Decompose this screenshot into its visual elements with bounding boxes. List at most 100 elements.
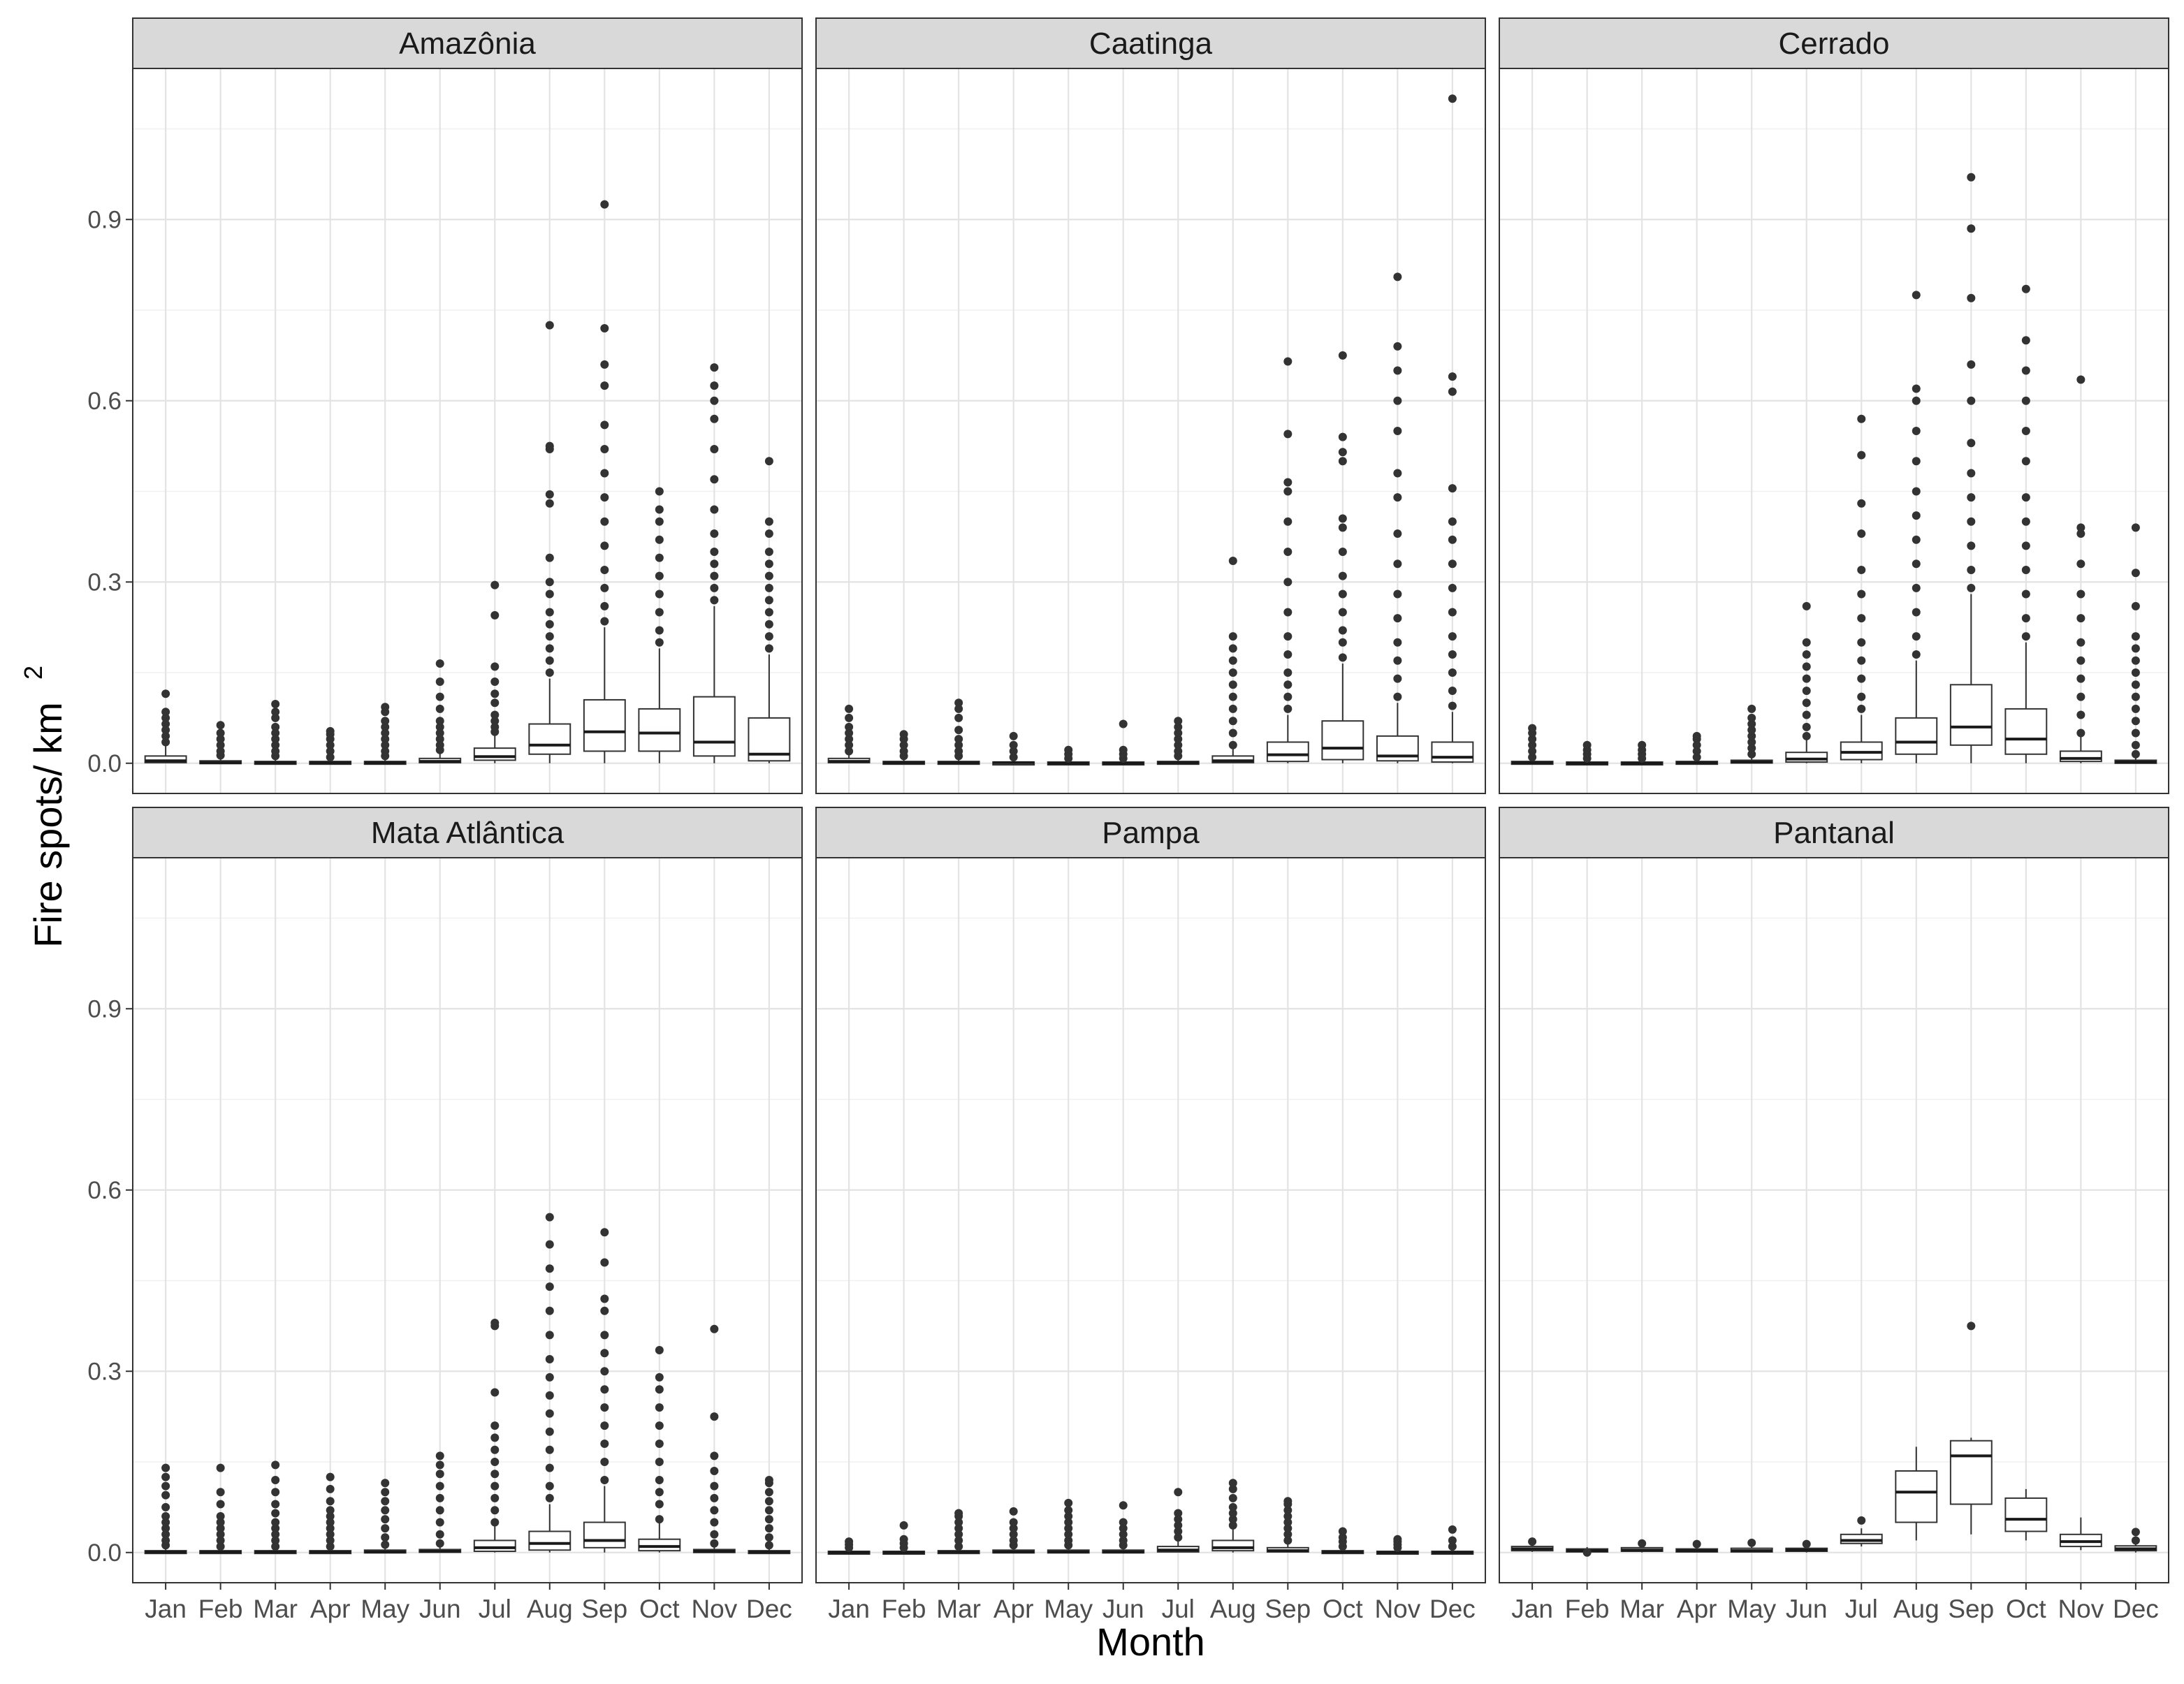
outlier-point — [1283, 1518, 1293, 1527]
outlier-point — [545, 1213, 554, 1222]
outlier-point — [545, 1331, 554, 1340]
outlier-point — [545, 1306, 554, 1315]
outlier-point — [435, 1493, 444, 1502]
outlier-point — [1338, 457, 1347, 466]
outlier-point — [1228, 632, 1237, 641]
outlier-point — [954, 726, 963, 735]
outlier-point — [326, 1518, 335, 1527]
box-body — [2059, 750, 2102, 763]
outlier-point — [1338, 571, 1347, 580]
box-may — [1730, 1538, 1773, 1553]
box-nov — [692, 363, 736, 763]
panel-title: Cerrado — [1779, 27, 1890, 61]
x-tick-label: Feb — [882, 1595, 926, 1623]
outlier-point — [161, 1530, 170, 1539]
outlier-point — [1747, 744, 1756, 753]
outlier-point — [271, 740, 280, 749]
box-body — [1431, 741, 1474, 763]
outlier-point — [1802, 722, 1811, 731]
y-tick-label: 0.9 — [87, 995, 122, 1023]
outlier-point — [1393, 674, 1402, 683]
outlier-point — [1857, 565, 1866, 574]
outlier-point — [1228, 1484, 1237, 1493]
y-tick-label: 0.3 — [87, 569, 122, 596]
outlier-point — [545, 441, 554, 451]
outlier-point — [216, 1530, 225, 1539]
y-axis-title-superscript: 2 — [19, 666, 48, 680]
outlier-point — [1064, 1511, 1073, 1521]
outlier-point — [1119, 745, 1128, 754]
outlier-point — [545, 499, 554, 508]
outlier-point — [1119, 719, 1128, 728]
x-tick-label: Oct — [639, 1595, 680, 1623]
outlier-point — [161, 1518, 170, 1527]
box-apr — [309, 726, 352, 766]
outlier-point — [435, 1470, 444, 1479]
outlier-point — [381, 1488, 390, 1497]
outlier-point — [1338, 448, 1347, 457]
box-sep — [583, 200, 626, 763]
panel-border — [815, 68, 1486, 794]
x-tick-label: Jun — [1102, 1595, 1144, 1623]
outlier-point — [655, 535, 664, 544]
outlier-point — [2131, 569, 2140, 578]
outlier-point — [2076, 614, 2085, 623]
outlier-point — [1857, 499, 1866, 508]
outlier-point — [1802, 650, 1811, 659]
box-body — [638, 1538, 681, 1552]
outlier-point — [1528, 740, 1537, 749]
outlier-point — [1283, 680, 1293, 689]
outlier-point — [764, 1506, 773, 1515]
outlier-point — [435, 704, 444, 713]
box-apr — [309, 1472, 352, 1555]
outlier-point — [2021, 457, 2030, 466]
outlier-point — [1338, 590, 1347, 599]
outlier-point — [954, 698, 963, 708]
outlier-point — [1174, 1488, 1183, 1497]
box-body — [1840, 741, 1883, 761]
outlier-point — [600, 565, 609, 574]
outlier-point — [845, 740, 854, 749]
outlier-point — [954, 704, 963, 713]
box-nov — [1376, 1535, 1419, 1555]
outlier-point — [545, 656, 554, 665]
outlier-point — [2021, 517, 2030, 526]
outlier-point — [1009, 1524, 1018, 1533]
y-tick-label: 0.0 — [87, 750, 122, 777]
outlier-point — [2131, 717, 2140, 726]
outlier-point — [655, 1515, 664, 1524]
outlier-point — [600, 583, 609, 592]
outlier-point — [1228, 692, 1237, 701]
outlier-point — [545, 1354, 554, 1363]
outlier-point — [1228, 644, 1237, 653]
box-jul — [1156, 717, 1200, 766]
x-tick-label: Aug — [1210, 1595, 1256, 1623]
outlier-point — [1448, 650, 1457, 659]
outlier-point — [954, 713, 963, 722]
outlier-point — [1857, 638, 1866, 647]
outlier-point — [2076, 710, 2085, 719]
x-tick-label: Nov — [1374, 1595, 1420, 1623]
outlier-point — [161, 731, 170, 740]
outlier-point — [216, 1542, 225, 1551]
outlier-point — [845, 713, 854, 722]
outlier-point — [954, 1536, 963, 1545]
outlier-point — [2076, 590, 2085, 599]
box-jan — [144, 1463, 187, 1555]
box-body — [1211, 755, 1255, 763]
outlier-point — [1448, 484, 1457, 493]
outlier-point — [2076, 728, 2085, 738]
panel-strip — [132, 807, 803, 858]
outlier-point — [161, 719, 170, 728]
y-axis-title: Fire spots/ km — [26, 702, 70, 948]
outlier-point — [326, 726, 335, 735]
outlier-point — [271, 747, 280, 756]
outlier-point — [2131, 704, 2140, 713]
x-tick-label: Apr — [993, 1595, 1034, 1623]
y-tick-label: 0.9 — [87, 206, 122, 233]
outlier-point — [1912, 535, 1921, 544]
outlier-point — [1912, 396, 1921, 405]
outlier-point — [2076, 559, 2085, 569]
outlier-point — [1448, 632, 1457, 641]
